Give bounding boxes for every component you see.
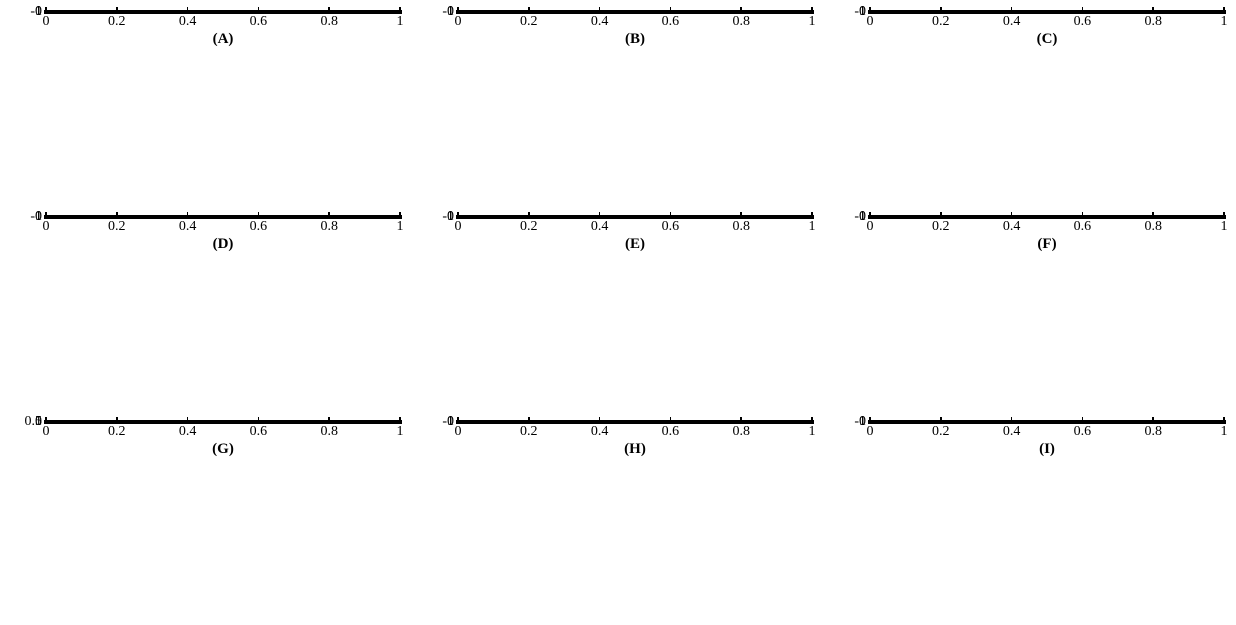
y-tick-label: 1 <box>836 4 866 20</box>
panel-label-B: (B) <box>625 31 645 48</box>
x-tick-label: 0 <box>867 14 874 30</box>
panel-label-H: (H) <box>624 441 646 458</box>
annotation-label: 27 <box>668 417 682 432</box>
x-tick-label: 0.4 <box>591 14 609 30</box>
x-tick-label: 0.8 <box>1144 424 1162 440</box>
y-tick-label: 1 <box>836 414 866 430</box>
x-tick-label: 0.2 <box>520 219 538 235</box>
x-tick-label: 0.8 <box>732 219 750 235</box>
x-tick-label: 1 <box>1221 219 1228 235</box>
x-tick-label: 0.6 <box>1074 14 1092 30</box>
annotation-label: 22 <box>944 8 958 23</box>
panel-H: -10100.20.40.60.81(H)2726 <box>422 420 814 615</box>
panel-label-D: (D) <box>213 236 234 253</box>
panel-label-F: (F) <box>1037 236 1056 253</box>
x-tick-label: 0.6 <box>662 14 680 30</box>
annotation-label: 26 <box>639 418 653 433</box>
plot-area-C: -10100.20.40.60.81(C)22 <box>868 10 1226 14</box>
y-tick-label: 1 <box>12 4 42 20</box>
x-tick-label: 0.6 <box>250 219 268 235</box>
x-tick-label: 1 <box>397 424 404 440</box>
plot-area-E: -10100.20.40.60.81(E)23 <box>456 215 814 219</box>
x-tick-label: 0 <box>455 219 462 235</box>
y-tick-label: 1 <box>836 209 866 225</box>
panel-D: -10100.20.40.60.81(D)23 <box>10 215 402 410</box>
y-tick-label: 1 <box>424 209 454 225</box>
y-tick-label: 1 <box>424 414 454 430</box>
x-tick-label: 0.4 <box>179 424 197 440</box>
panel-I: -10100.20.40.60.81(I)2627 <box>834 420 1226 615</box>
annotation-label: 22 <box>188 9 202 24</box>
panel-label-A: (A) <box>213 31 234 48</box>
x-tick-label: 0.2 <box>520 424 538 440</box>
plot-area-A: -10100.20.40.60.81(A)22 <box>44 10 402 14</box>
annotation-label: 26 <box>965 418 979 433</box>
annotation-label: 26 <box>256 419 270 434</box>
x-tick-label: 0.6 <box>1074 219 1092 235</box>
x-tick-label: 0 <box>867 219 874 235</box>
x-tick-label: 0.8 <box>1144 14 1162 30</box>
x-tick-label: 1 <box>1221 424 1228 440</box>
panel-C: -10100.20.40.60.81(C)22 <box>834 10 1226 205</box>
y-tick-label: 1 <box>12 209 42 225</box>
x-tick-label: 0.4 <box>1003 424 1021 440</box>
x-tick-label: 1 <box>809 424 816 440</box>
panel-B: -10100.20.40.60.81(B)22 <box>422 10 814 205</box>
x-tick-label: 0.2 <box>108 424 126 440</box>
x-tick-label: 0.8 <box>1144 219 1162 235</box>
x-tick-label: 0 <box>455 424 462 440</box>
plot-area-B: -10100.20.40.60.81(B)22 <box>456 10 814 14</box>
x-tick-label: 0 <box>867 424 874 440</box>
annotation-label: 27 <box>919 418 933 433</box>
plot-area-I: -10100.20.40.60.81(I)2627 <box>868 420 1226 424</box>
y-tick-label: 1 <box>424 4 454 20</box>
x-tick-label: 0.4 <box>1003 219 1021 235</box>
panel-A: -10100.20.40.60.81(A)22 <box>10 10 402 205</box>
chart-grid: -10100.20.40.60.81(A)22 -10100.20.40.60.8… <box>10 10 1226 615</box>
x-tick-label: 0.6 <box>250 14 268 30</box>
x-tick-label: 0.8 <box>320 424 338 440</box>
x-tick-label: 0 <box>43 219 50 235</box>
x-tick-label: 0.2 <box>108 14 126 30</box>
panel-E: -10100.20.40.60.81(E)23 <box>422 215 814 410</box>
panel-label-C: (C) <box>1037 31 1058 48</box>
x-tick-label: 0.8 <box>320 219 338 235</box>
x-tick-label: 0 <box>43 14 50 30</box>
x-tick-label: 0.4 <box>591 424 609 440</box>
plot-area-G: 00.5100.20.40.60.81(G)2726 <box>44 420 402 424</box>
x-tick-label: 0 <box>455 14 462 30</box>
x-tick-label: 0.8 <box>320 14 338 30</box>
plot-area-D: -10100.20.40.60.81(D)23 <box>44 215 402 219</box>
annotation-label: 22 <box>650 9 664 24</box>
annotation-label: 23 <box>657 214 671 229</box>
x-tick-label: 1 <box>809 14 816 30</box>
y-tick-label: 1 <box>12 414 42 430</box>
plot-area-F: -10100.20.40.60.81(F)23 <box>868 215 1226 219</box>
panel-F: -10100.20.40.60.81(F)23 <box>834 215 1226 410</box>
panel-label-E: (E) <box>625 236 645 253</box>
plot-area-H: -10100.20.40.60.81(H)2726 <box>456 420 814 424</box>
annotation-label: 23 <box>195 214 209 229</box>
x-tick-label: 0.6 <box>1074 424 1092 440</box>
panel-label-G: (G) <box>212 441 234 458</box>
panel-G: 00.5100.20.40.60.81(G)2726 <box>10 420 402 615</box>
annotation-label: 23 <box>947 214 961 229</box>
x-tick-label: 0.4 <box>179 219 197 235</box>
panel-label-I: (I) <box>1039 441 1055 458</box>
x-tick-label: 0.4 <box>1003 14 1021 30</box>
x-tick-label: 0.2 <box>520 14 538 30</box>
x-tick-label: 1 <box>397 219 404 235</box>
x-tick-label: 1 <box>1221 14 1228 30</box>
x-tick-label: 1 <box>809 219 816 235</box>
x-tick-label: 1 <box>397 14 404 30</box>
